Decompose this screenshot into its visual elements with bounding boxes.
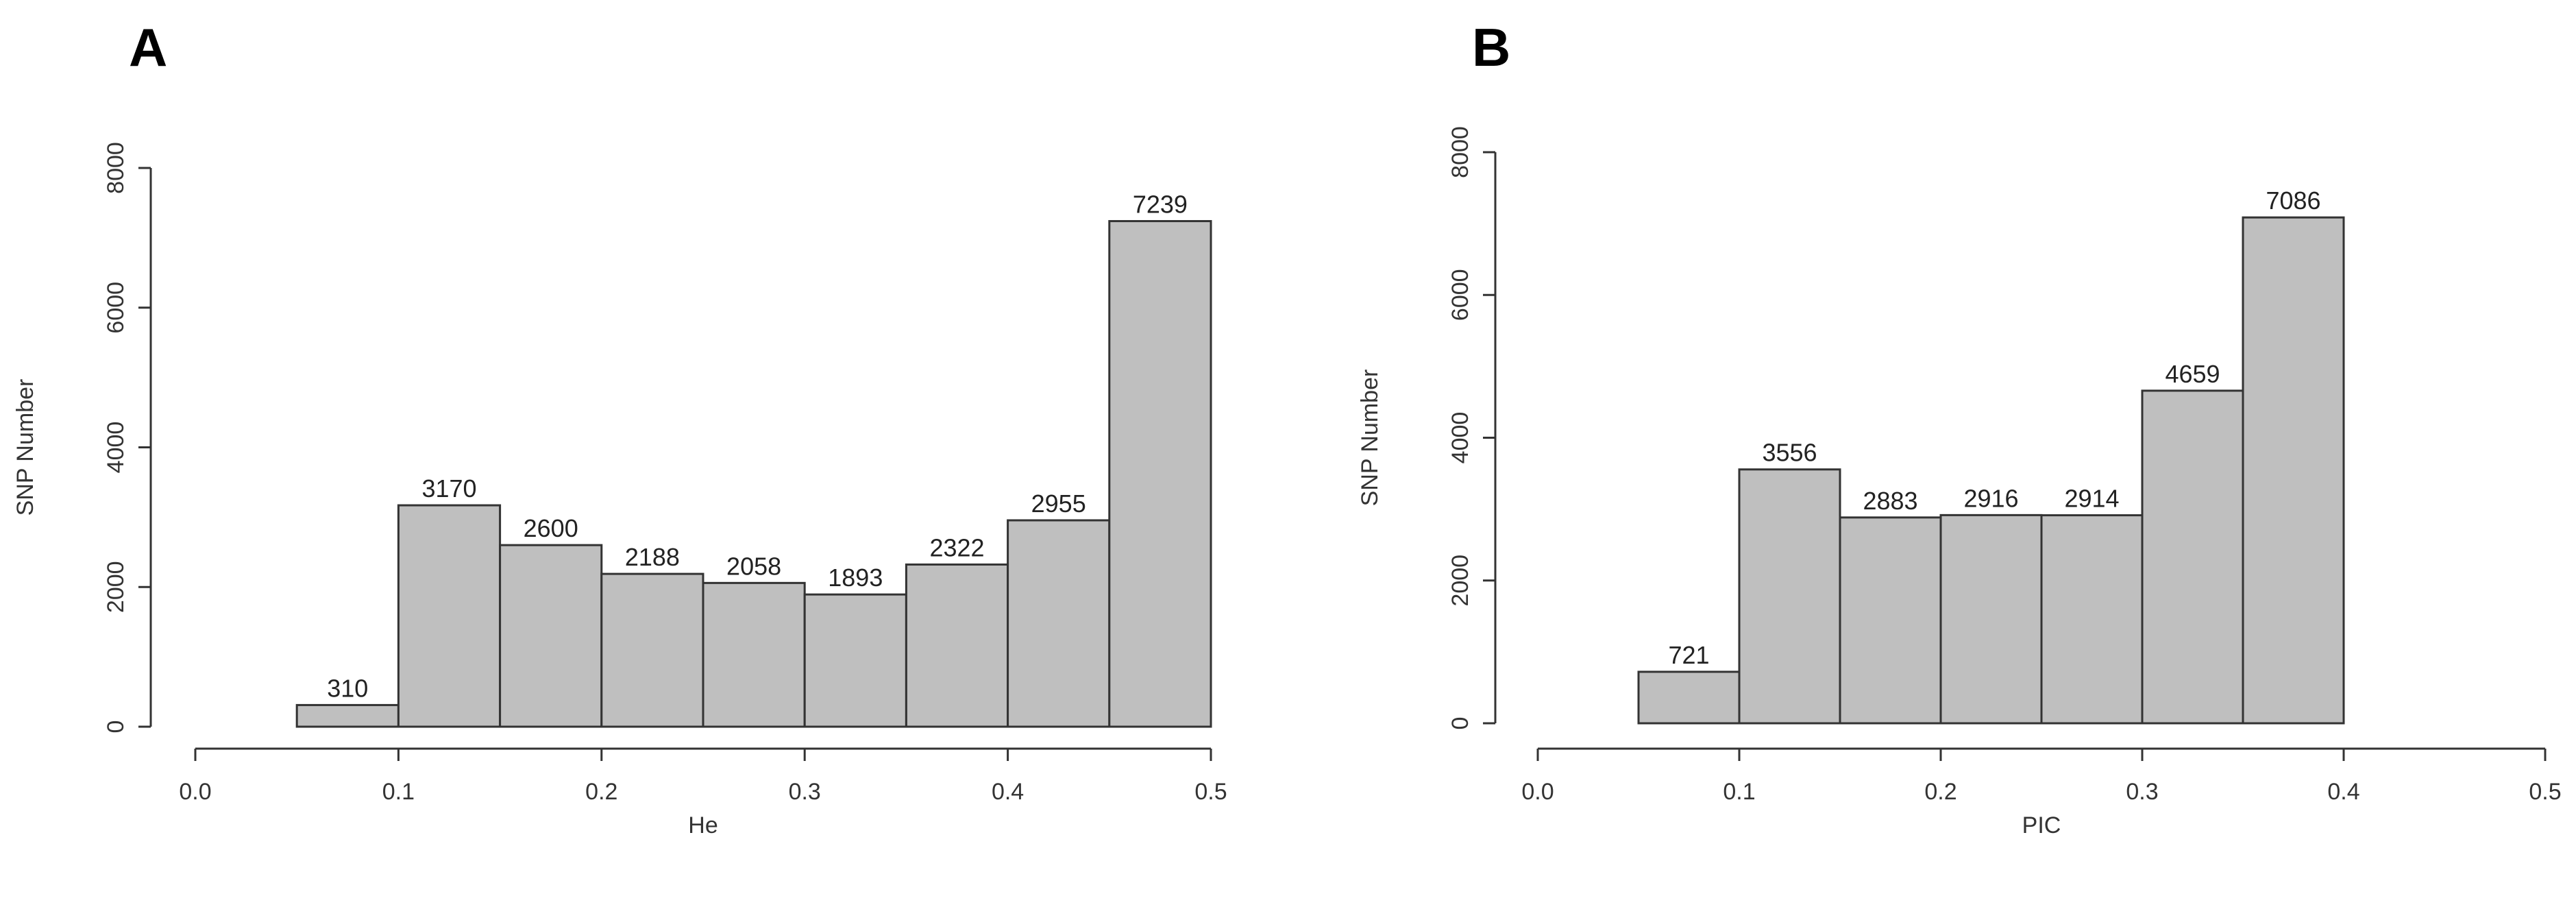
y-tick-label: 6000 — [1447, 269, 1473, 321]
x-tick-label: 0.4 — [992, 779, 1024, 805]
histogram-bar — [397, 504, 502, 728]
bar-value-label: 2916 — [1963, 484, 2018, 512]
bar-value-label: 2600 — [524, 514, 578, 542]
histogram-bar — [803, 593, 907, 728]
bar-value-label: 7086 — [2266, 186, 2320, 215]
bar-value-label: 3556 — [1762, 439, 1817, 467]
histogram-bar — [905, 563, 1009, 728]
x-tick-label: 0.2 — [1924, 779, 1956, 805]
x-axis-title: PIC — [2022, 812, 2061, 838]
histogram-bar — [2040, 514, 2144, 725]
bar-value-label: 2883 — [1863, 487, 1917, 515]
y-tick-label: 2000 — [103, 561, 129, 613]
histogram-bar — [1108, 220, 1212, 728]
bar-value-label: 2955 — [1031, 489, 1086, 518]
bar-value-label: 310 — [327, 674, 368, 702]
panel-a-label: A — [129, 17, 167, 77]
y-axis-title: SNP Number — [1357, 370, 1383, 507]
x-tick-label: 0.5 — [1194, 779, 1227, 805]
bar-value-label: 2058 — [726, 552, 781, 580]
y-tick-label: 0 — [1447, 717, 1473, 730]
y-tick-label: 4000 — [1447, 412, 1473, 464]
bar-value-label: 7239 — [1133, 191, 1188, 219]
y-axis-title: SNP Number — [12, 379, 38, 516]
y-tick-label: 2000 — [1447, 555, 1473, 607]
histogram-bar — [1839, 516, 1942, 725]
bar-value-label: 3170 — [421, 474, 476, 503]
histogram-bar — [1738, 468, 1841, 725]
histogram-bar — [499, 544, 603, 728]
x-tick-label: 0.4 — [2327, 779, 2359, 805]
x-tick-label: 0.2 — [585, 779, 617, 805]
x-tick-label: 0.0 — [1521, 779, 1554, 805]
histogram-bar — [1939, 513, 2043, 725]
histogram-bar — [600, 572, 704, 728]
x-tick-label: 0.0 — [179, 779, 211, 805]
bar-value-label: 4659 — [2165, 360, 2220, 388]
x-tick-label: 0.1 — [382, 779, 415, 805]
bar-value-label: 2914 — [2064, 485, 2119, 513]
histogram-panel-b: 721 3556 2883 2916 2914 4659 7086 0.0 0.1 0.2 0.3 0… — [1357, 126, 2562, 838]
y-tick-label: 8000 — [1447, 126, 1473, 178]
histogram-panel-a: 310 3170 2600 2188 2058 1893 2322 2955 7239 0.0 0.… — [12, 142, 1227, 838]
y-tick-label: 8000 — [103, 142, 129, 194]
histogram-bar — [702, 581, 806, 728]
bar-value-label: 2322 — [929, 533, 984, 561]
bar-value-label: 1893 — [828, 564, 883, 592]
histogram-bar — [2141, 389, 2244, 725]
histogram-bar — [1637, 670, 1741, 725]
panel-b-label: B — [1472, 17, 1510, 77]
y-tick-label: 4000 — [103, 422, 129, 474]
x-axis-title: He — [688, 812, 717, 838]
x-tick-label: 0.1 — [1723, 779, 1755, 805]
histogram-bar — [2242, 216, 2345, 725]
x-tick-label: 0.5 — [2529, 779, 2561, 805]
bar-value-label: 2188 — [625, 543, 680, 571]
bar-value-label: 721 — [1668, 641, 1709, 669]
histogram-bar — [295, 703, 400, 728]
y-tick-label: 6000 — [103, 282, 129, 334]
x-tick-label: 0.3 — [2126, 779, 2158, 805]
histogram-bar — [1007, 519, 1111, 728]
x-tick-label: 0.3 — [789, 779, 821, 805]
y-tick-label: 0 — [103, 721, 129, 734]
